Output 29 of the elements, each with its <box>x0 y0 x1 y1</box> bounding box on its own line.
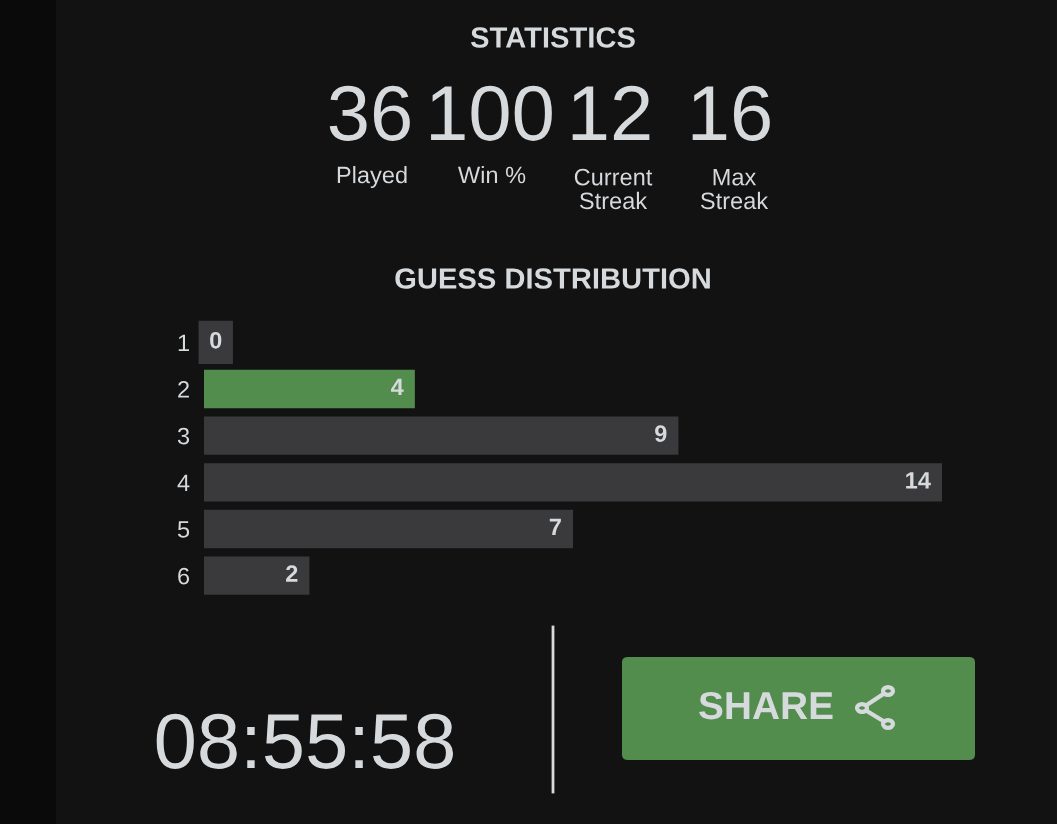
text: Win % <box>457 165 526 184</box>
y-tick-label: 1 <box>178 334 189 351</box>
text: Max Streak <box>700 169 769 210</box>
y-tick-label: 3 <box>177 427 190 445</box>
chart-title: STATISTICS <box>470 27 635 48</box>
text: 100 <box>431 85 552 141</box>
data-label: 0 <box>210 331 222 349</box>
text: Current Streak <box>574 168 653 210</box>
text: 16 <box>692 85 770 141</box>
text: 36 <box>329 85 410 141</box>
text: Played <box>337 165 407 188</box>
data-label: 4 <box>391 378 404 396</box>
bar <box>204 463 942 502</box>
y-tick-label: 2 <box>178 381 189 398</box>
chart-subtitle: GUESS DISTRIBUTION <box>395 268 710 289</box>
bar <box>204 369 415 409</box>
data-label: 7 <box>549 518 561 536</box>
bar <box>204 556 310 595</box>
text: 08:55:58 <box>156 713 454 769</box>
data-label: 9 <box>655 425 667 442</box>
y-tick-label: 6 <box>178 567 190 585</box>
bar <box>204 416 679 455</box>
bar <box>204 509 573 549</box>
y-tick-label: 4 <box>177 474 190 491</box>
data-label: 2 <box>286 565 298 582</box>
text: SHARE <box>699 691 833 720</box>
y-tick-label: 5 <box>177 521 190 538</box>
data-label: 14 <box>906 472 931 489</box>
text: 12 <box>572 85 650 141</box>
